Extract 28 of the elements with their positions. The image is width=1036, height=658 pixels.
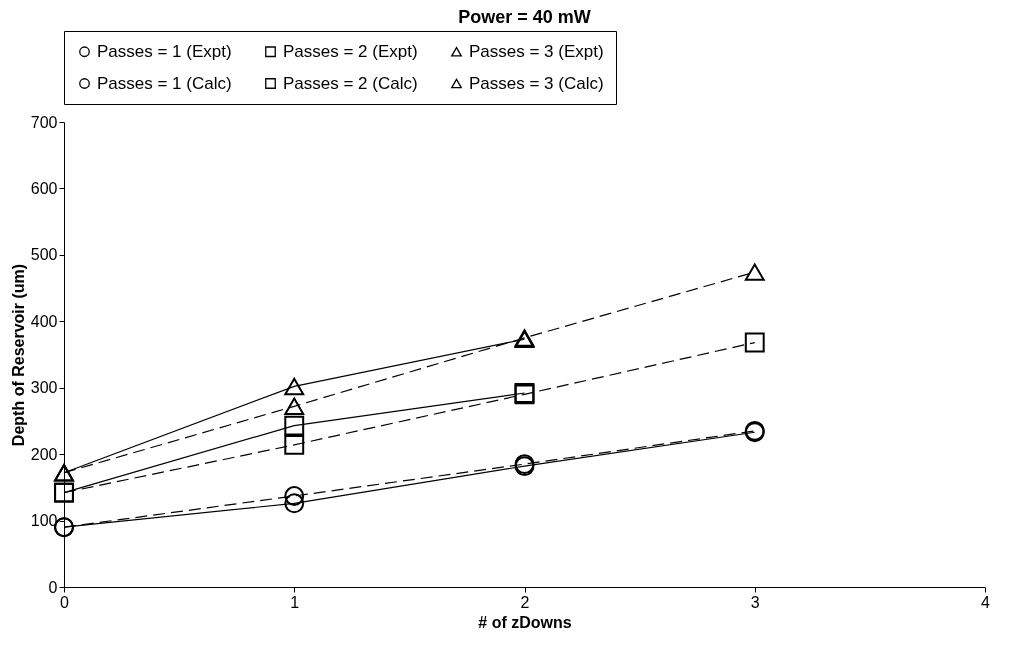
y-tick-label: 300 bbox=[30, 379, 58, 397]
point bbox=[284, 493, 305, 514]
x-tick-label: 4 bbox=[981, 593, 991, 611]
y-tick-label: 500 bbox=[30, 246, 58, 264]
point bbox=[284, 377, 305, 396]
legend-label: Passes = 3 (Calc) bbox=[469, 73, 604, 93]
y-axis-title: Depth of Reservoir (um) bbox=[9, 263, 27, 447]
legend-label: Passes = 1 (Expt) bbox=[97, 41, 232, 61]
y-tick-label: 100 bbox=[30, 512, 58, 530]
point bbox=[744, 332, 765, 353]
y-tick-label: 200 bbox=[30, 445, 58, 463]
legend-label: Passes = 2 (Expt) bbox=[283, 41, 418, 61]
point bbox=[284, 486, 305, 506]
x-tick-label: 2 bbox=[520, 593, 530, 611]
legend-label: Passes = 1 (Calc) bbox=[97, 73, 232, 93]
legend-label: Passes = 3 (Expt) bbox=[469, 41, 604, 61]
x-axis-title: # of zDowns bbox=[478, 613, 572, 631]
x-tick-label: 1 bbox=[290, 593, 300, 611]
y-tick-label: 400 bbox=[30, 312, 58, 330]
point bbox=[284, 415, 305, 436]
y-tick-label: 0 bbox=[48, 578, 58, 596]
legend-label: Passes = 2 (Calc) bbox=[283, 73, 418, 93]
x-tick-label: 0 bbox=[60, 593, 70, 611]
x-tick-label: 3 bbox=[750, 593, 760, 611]
y-tick-label: 600 bbox=[30, 179, 58, 197]
point bbox=[284, 434, 305, 455]
y-tick-label: 700 bbox=[30, 113, 58, 131]
chart-title: Power = 40 mW bbox=[458, 6, 591, 27]
